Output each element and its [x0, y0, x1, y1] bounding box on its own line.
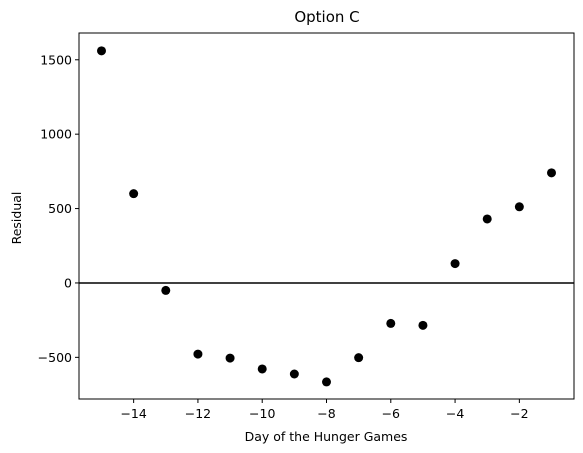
y-tick-label: 1500: [40, 52, 72, 67]
y-tick-label: 500: [48, 201, 72, 216]
x-tick-label: −2: [510, 406, 528, 421]
data-point: [161, 286, 170, 295]
x-tick-label: −14: [120, 406, 146, 421]
data-point: [515, 202, 524, 211]
data-points: [97, 46, 556, 386]
y-tick-label: −500: [38, 350, 72, 365]
plot-frame: [79, 33, 574, 399]
data-point: [483, 214, 492, 223]
data-point: [193, 350, 202, 359]
x-tick-label: −12: [185, 406, 211, 421]
x-axis: −14 −12 −10 −8 −6 −4 −2: [120, 399, 528, 421]
data-point: [418, 321, 427, 330]
data-point: [322, 377, 331, 386]
y-axis-label: Residual: [9, 192, 24, 245]
x-tick-label: −4: [446, 406, 464, 421]
data-point: [290, 370, 299, 379]
y-axis: −500 0 500 1000 1500: [38, 52, 79, 365]
data-point: [129, 189, 138, 198]
x-axis-label: Day of the Hunger Games: [245, 429, 408, 444]
y-tick-label: 1000: [40, 127, 72, 142]
data-point: [354, 353, 363, 362]
y-tick-label: 0: [64, 275, 72, 290]
data-point: [258, 364, 267, 373]
data-point: [547, 168, 556, 177]
data-point: [451, 259, 460, 268]
x-tick-label: −8: [317, 406, 335, 421]
chart-title: Option C: [294, 8, 359, 26]
data-point: [97, 46, 106, 55]
x-tick-label: −10: [249, 406, 275, 421]
data-point: [386, 319, 395, 328]
x-tick-label: −6: [382, 406, 400, 421]
data-point: [226, 354, 235, 363]
